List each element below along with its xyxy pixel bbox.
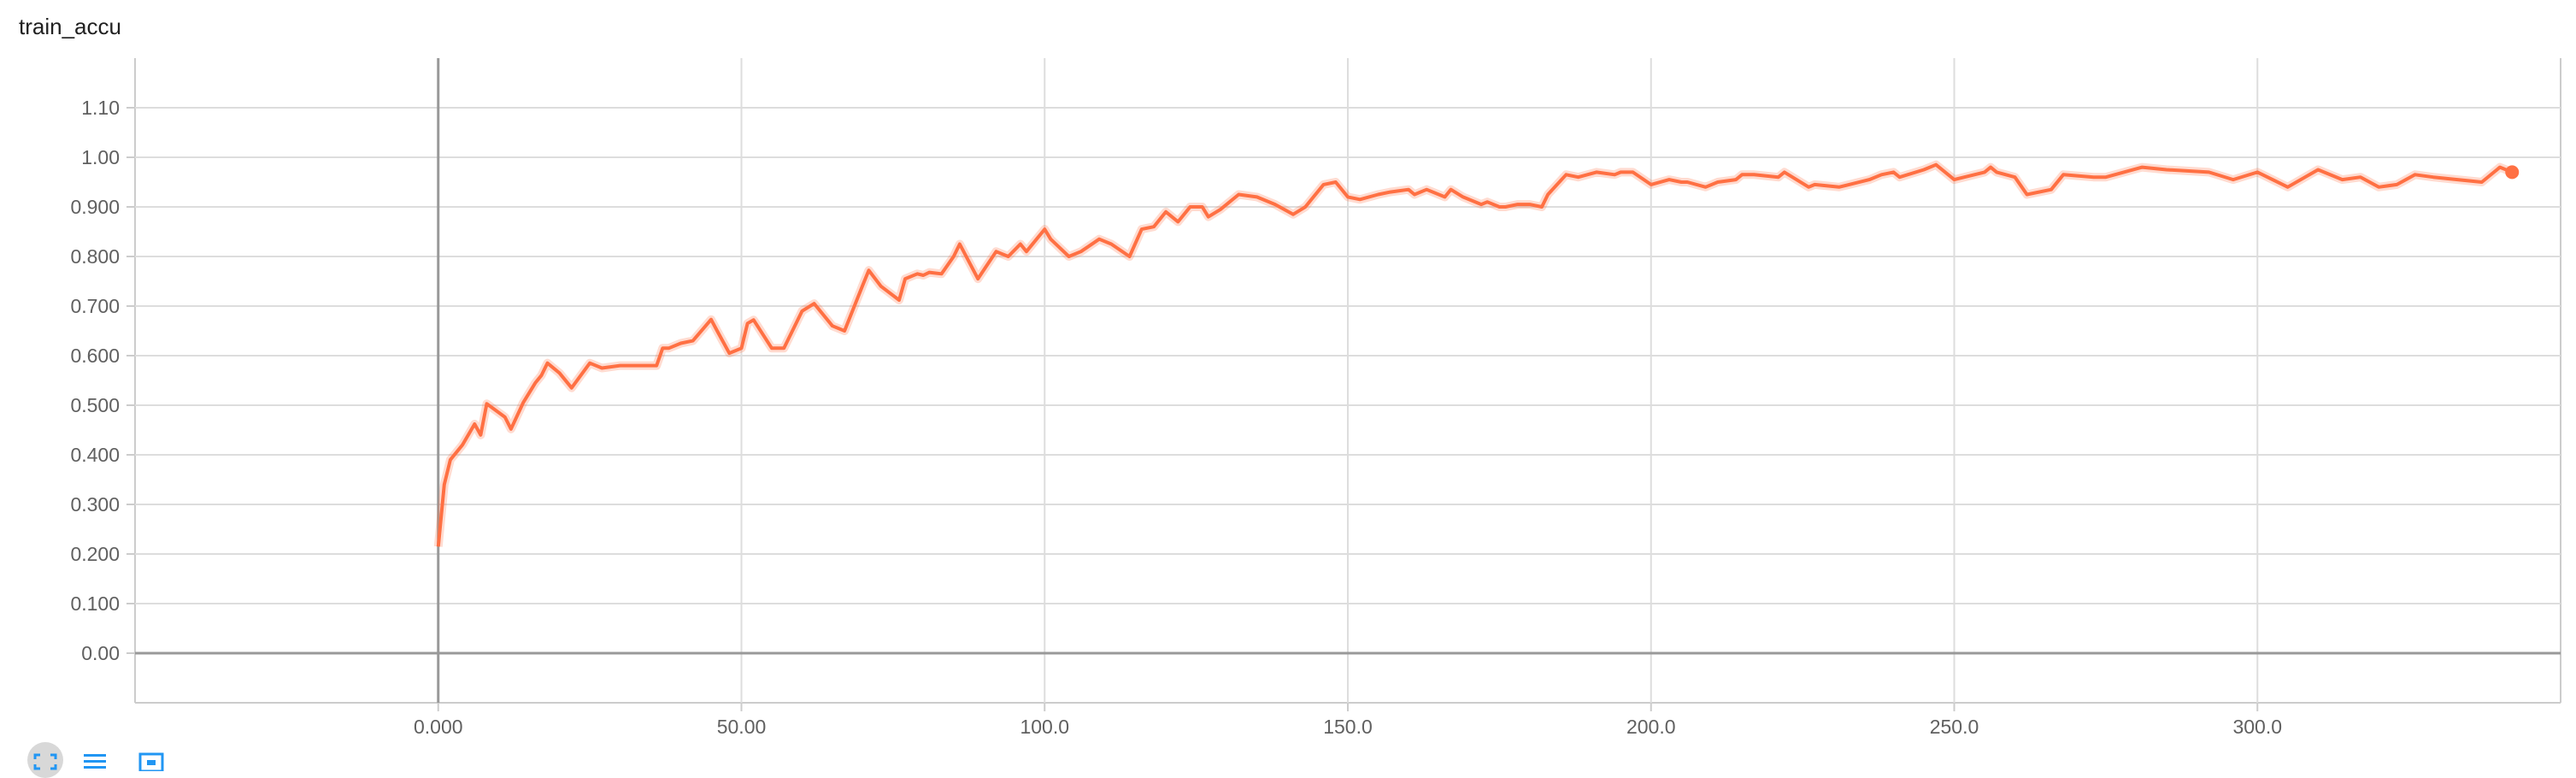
y-tick-label: 0.100 xyxy=(70,592,120,615)
y-tick-label: 0.300 xyxy=(70,493,120,516)
x-tick-label: 250.0 xyxy=(1930,716,1979,738)
y-tick-label: 0.800 xyxy=(70,245,120,268)
last-point-marker xyxy=(2505,165,2520,180)
chart-title: train_accu xyxy=(19,14,121,39)
y-tick-label: 1.10 xyxy=(81,97,120,119)
tick-labels: 0.000 50.00 100.0 150.0 200.0 250.0 300.0 0.00 0… xyxy=(70,97,2282,738)
fit-domain-button[interactable] xyxy=(27,742,63,778)
y-tick-label: 0.500 xyxy=(70,394,120,416)
list-icon xyxy=(84,754,106,769)
y-tick-label: 0.700 xyxy=(70,295,120,317)
x-tick-label: 200.0 xyxy=(1626,716,1676,738)
grid-lines xyxy=(134,58,2561,704)
toggle-log-scale-button[interactable] xyxy=(77,742,113,778)
y-tick-label: 1.00 xyxy=(81,146,120,168)
y-tick-label: 0.400 xyxy=(70,444,120,466)
fit-domain-icon xyxy=(33,753,57,770)
y-tick-label: 0.900 xyxy=(70,196,120,218)
axes xyxy=(126,58,2561,711)
expand-icon xyxy=(138,752,164,771)
y-tick-label: 0.200 xyxy=(70,543,120,565)
y-tick-label: 0.00 xyxy=(81,642,120,664)
x-tick-label: 300.0 xyxy=(2232,716,2282,738)
x-tick-label: 50.00 xyxy=(717,716,767,738)
series-line xyxy=(436,162,2513,547)
chart-toolbar xyxy=(15,742,186,778)
expand-chart-button[interactable] xyxy=(133,742,169,778)
x-tick-label: 150.0 xyxy=(1323,716,1373,738)
y-tick-label: 0.600 xyxy=(70,345,120,367)
x-tick-label: 0.000 xyxy=(414,716,463,738)
x-tick-label: 100.0 xyxy=(1020,716,1069,738)
series-layer xyxy=(433,160,2520,547)
